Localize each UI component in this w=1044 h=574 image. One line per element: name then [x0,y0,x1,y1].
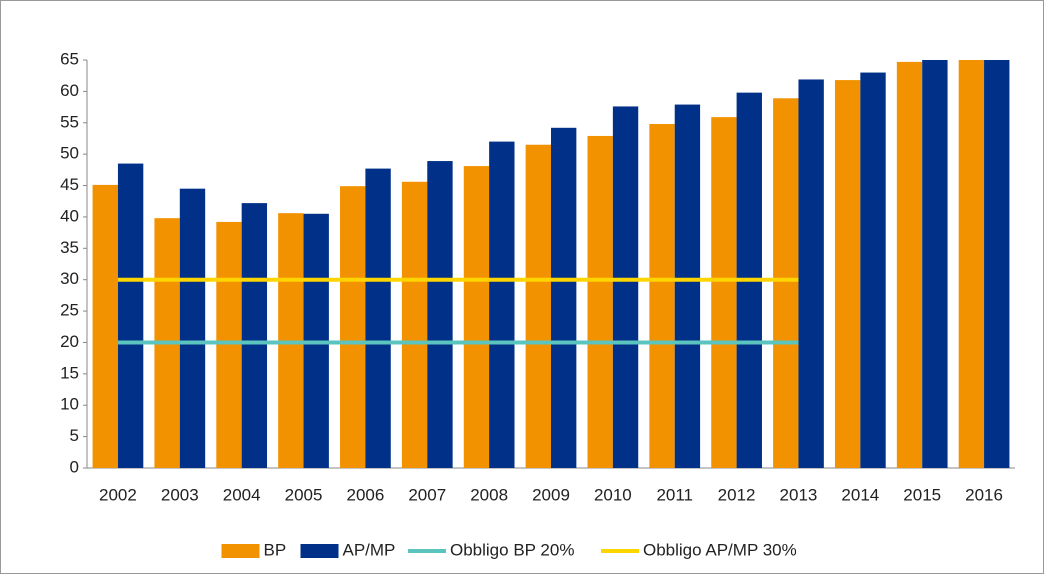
bar [958,60,985,468]
x-tick-label: 2013 [780,485,818,504]
y-tick-label: 25 [60,301,79,320]
x-tick-label: 2009 [532,485,570,504]
x-tick-label: 2010 [594,485,632,504]
bar [860,72,886,469]
y-tick-label: 30 [60,269,79,288]
bar [401,181,428,468]
x-tick-label: 2005 [285,485,323,504]
x-tick-label: 2012 [718,485,756,504]
x-tick-label: 2003 [161,485,199,504]
y-tick-label: 5 [70,426,79,445]
x-tick-label: 2007 [408,485,446,504]
y-tick-label: 15 [60,363,79,382]
legend-swatch [221,544,260,558]
bar [922,60,948,468]
y-tick-label: 50 [60,144,79,163]
x-tick-label: 2015 [903,485,941,504]
bar [463,166,490,468]
bar [711,117,737,469]
bar [587,135,613,468]
bar [525,144,551,468]
x-tick-label: 2011 [656,485,693,504]
bar [834,80,861,468]
x-tick-label: 2006 [346,485,384,504]
bar [241,203,268,469]
bar [179,188,206,468]
y-tick-label: 60 [60,81,79,100]
bar [612,106,639,469]
bar [674,104,701,468]
legend-swatch [300,544,339,558]
legend-label: AP/MP [343,540,396,559]
x-tick-label: 2014 [841,485,879,504]
legend-label: Obbligo BP 20% [450,540,574,559]
y-tick-label: 10 [60,395,79,414]
legend-label: BP [264,540,287,559]
y-tick-label: 40 [60,206,79,225]
x-tick-label: 2004 [223,485,261,504]
bar [489,141,515,468]
y-tick-label: 35 [60,238,79,257]
bar [365,168,391,469]
y-tick-label: 65 [60,49,79,68]
bar [896,61,923,468]
x-tick-label: 2002 [99,485,137,504]
bar [798,79,824,468]
bar [117,163,144,469]
bar [92,184,118,468]
bar [216,221,242,468]
bar [984,60,1010,468]
y-tick-label: 0 [70,457,79,476]
bar [340,186,366,469]
y-tick-label: 45 [60,175,79,194]
bar [551,127,577,468]
y-tick-label: 55 [60,112,79,131]
legend-label: Obbligo AP/MP 30% [643,540,797,559]
bar [649,124,675,469]
bar [773,98,799,468]
x-tick-label: 2008 [470,485,508,504]
bar [427,161,453,468]
x-tick-label: 2016 [965,485,1003,504]
y-tick-label: 20 [60,332,79,351]
